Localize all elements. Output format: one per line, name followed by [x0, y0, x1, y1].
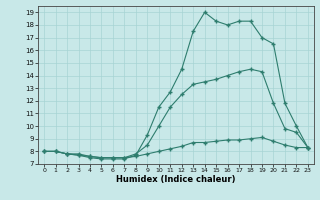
X-axis label: Humidex (Indice chaleur): Humidex (Indice chaleur)	[116, 175, 236, 184]
